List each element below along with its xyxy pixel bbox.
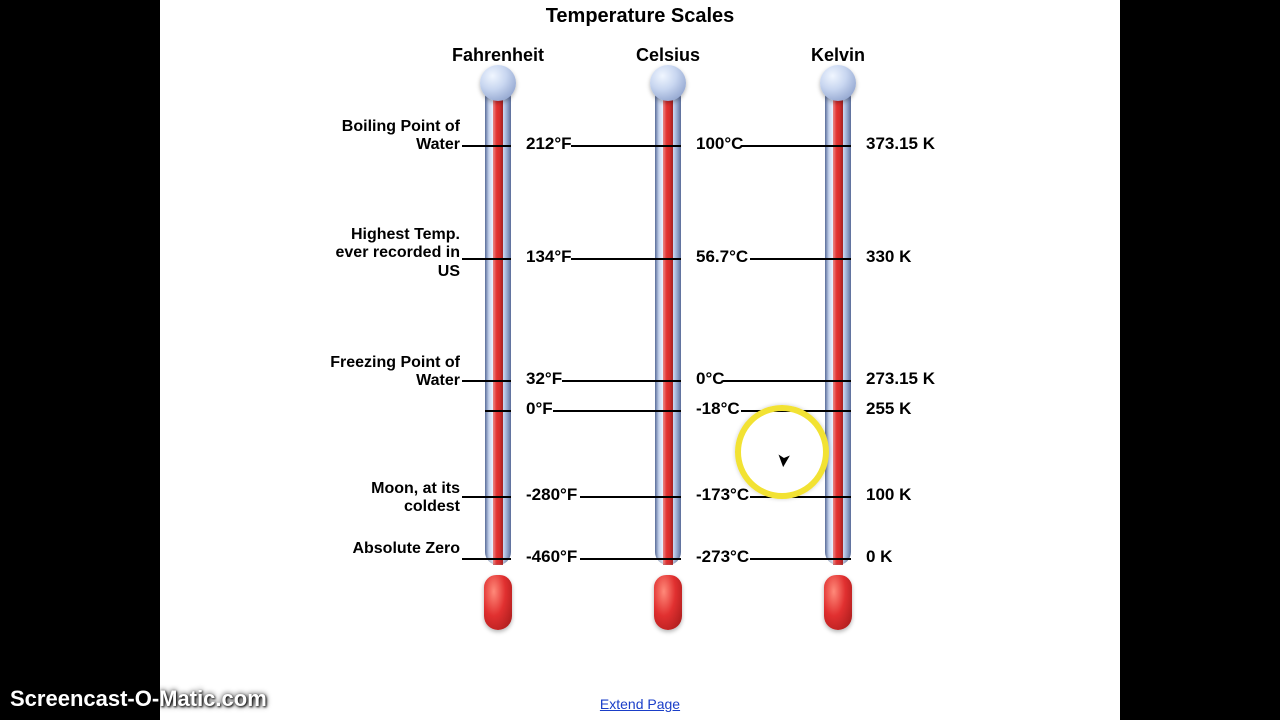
tick <box>485 410 511 412</box>
temp-value: 330 K <box>866 247 911 267</box>
tick <box>655 380 681 382</box>
tick <box>655 258 681 260</box>
thermometer-celsius <box>650 65 686 585</box>
scale-label-celsius: Celsius <box>608 45 728 66</box>
temp-value: 100 K <box>866 485 911 505</box>
row-desc: Moon, at its coldest <box>320 480 460 517</box>
temp-value: -460°F <box>526 547 577 567</box>
tick <box>462 258 485 260</box>
temp-value: 0°C <box>696 369 725 389</box>
row-desc: Freezing Point of Water <box>320 354 460 391</box>
tick <box>825 496 851 498</box>
connector <box>562 380 655 382</box>
tick <box>462 380 485 382</box>
tick <box>655 496 681 498</box>
connector <box>553 410 655 412</box>
tick <box>825 410 851 412</box>
row-desc: Boiling Point of Water <box>320 118 460 155</box>
temp-value: 0 K <box>866 547 892 567</box>
connector <box>741 145 825 147</box>
page-title: Temperature Scales <box>160 5 1120 28</box>
tick <box>485 145 511 147</box>
temp-value: 212°F <box>526 134 572 154</box>
connector <box>750 558 825 560</box>
tick <box>485 258 511 260</box>
temp-value: 255 K <box>866 399 911 419</box>
temp-value: 32°F <box>526 369 562 389</box>
tick <box>655 558 681 560</box>
scale-label-kelvin: Kelvin <box>778 45 898 66</box>
tick <box>825 145 851 147</box>
temp-value: 373.15 K <box>866 134 935 154</box>
tick <box>462 145 485 147</box>
temp-value: 0°F <box>526 399 553 419</box>
connector <box>750 258 825 260</box>
temp-value: -18°C <box>696 399 740 419</box>
highlight-circle <box>735 405 829 499</box>
temp-value: -273°C <box>696 547 749 567</box>
watermark-text: Screencast-O-Matic.com <box>10 686 267 712</box>
row-desc: Absolute Zero <box>320 540 460 558</box>
connector <box>571 145 655 147</box>
tick <box>485 496 511 498</box>
tick <box>462 558 485 560</box>
extend-page-link[interactable]: Extend Page <box>600 696 680 712</box>
temp-value: 100°C <box>696 134 743 154</box>
temp-value: 56.7°C <box>696 247 748 267</box>
connector <box>580 558 655 560</box>
tick <box>485 380 511 382</box>
connector <box>723 380 825 382</box>
temp-value: -280°F <box>526 485 577 505</box>
connector <box>580 496 655 498</box>
connector <box>571 258 655 260</box>
tick <box>825 558 851 560</box>
temp-value: 273.15 K <box>866 369 935 389</box>
temp-value: -173°C <box>696 485 749 505</box>
extend-page-link-wrap: Extend Page <box>160 696 1120 714</box>
tick <box>462 496 485 498</box>
diagram-page: Temperature Scales Fahrenheit Celsius Kelv… <box>160 0 1120 720</box>
row-desc: Highest Temp. ever recorded in US <box>320 226 460 281</box>
tick <box>655 410 681 412</box>
temp-value: 134°F <box>526 247 572 267</box>
tick <box>825 380 851 382</box>
thermometer-fahrenheit <box>480 65 516 585</box>
thermometer-kelvin <box>820 65 856 585</box>
scale-label-fahrenheit: Fahrenheit <box>438 45 558 66</box>
tick <box>485 558 511 560</box>
tick <box>655 145 681 147</box>
tick <box>825 258 851 260</box>
